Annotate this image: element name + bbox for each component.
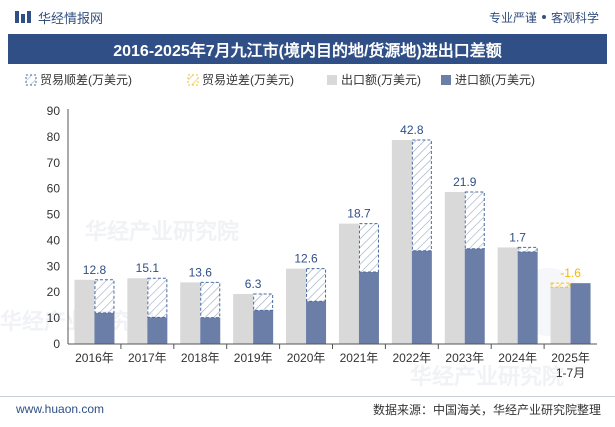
- bar-export: [550, 287, 571, 344]
- bar-export: [444, 192, 465, 344]
- separator-dot-icon: [541, 15, 546, 19]
- tagline-left: 专业严谨: [488, 10, 537, 25]
- bar-export: [74, 279, 95, 344]
- x-tick-label: 2017年: [128, 351, 167, 365]
- bar-export: [180, 282, 201, 344]
- y-tick-label: 50: [47, 208, 61, 222]
- y-tick-label: 70: [47, 156, 61, 170]
- y-axis: 0 10 20 30 40 50 60 70 80 90: [47, 104, 69, 351]
- top-bar: 华经情报网 专业严谨 客观科学: [0, 0, 615, 34]
- legend-swatch-export: [327, 75, 337, 85]
- legend-swatch-import: [441, 75, 451, 85]
- bar-surplus: [358, 223, 379, 273]
- legend-item-deficit: 贸易逆差(万美元): [187, 72, 294, 87]
- x-tick-label: 2019年: [234, 351, 273, 365]
- bar-surplus: [306, 268, 327, 302]
- bar-import: [147, 317, 168, 344]
- data-label-balance: 21.9: [453, 175, 477, 189]
- bar-import: [570, 283, 591, 344]
- legend-item-surplus: 贸易顺差(万美元): [25, 73, 132, 87]
- bar-import: [200, 317, 221, 344]
- bar-import: [411, 250, 432, 344]
- y-tick-label: 60: [47, 182, 61, 196]
- legend-swatch-deficit: [187, 74, 199, 86]
- tagline-right: 客观科学: [550, 10, 599, 25]
- bar-import: [253, 310, 274, 344]
- bar-export: [497, 247, 518, 344]
- data-label-balance: 12.6: [294, 252, 318, 266]
- bar-surplus: [147, 277, 168, 318]
- legend-label-export: 出口额(万美元): [341, 73, 421, 87]
- bar-import: [517, 251, 538, 344]
- footer-source: 数据来源：中国海关，华经产业研究院整理: [372, 402, 601, 417]
- bar-deficit: [550, 282, 571, 288]
- data-labels: 12.8 15.1 13.6 6.3 12.6 18.7 42.8 21.9 1.7 -1.6: [83, 123, 581, 291]
- chart-title-bar: 2016-2025年7月九江市(境内目的地/货源地)进出口差额: [8, 34, 607, 64]
- chart-title: 2016-2025年7月九江市(境内目的地/货源地)进出口差额: [113, 43, 502, 60]
- y-tick-label: 10: [47, 311, 61, 325]
- data-label-balance: -1.6: [560, 266, 581, 280]
- bars: [74, 139, 591, 344]
- data-label-balance: 13.6: [189, 265, 213, 279]
- x-tick-label: 2024年: [498, 351, 537, 365]
- data-label-balance: 42.8: [400, 123, 424, 137]
- bar-export: [233, 294, 254, 344]
- legend-label-deficit: 贸易逆差(万美元): [202, 72, 294, 87]
- bar-import: [94, 312, 115, 344]
- footer-divider: [0, 396, 615, 397]
- y-tick-label: 90: [47, 104, 61, 118]
- x-tick-label: 2021年: [340, 351, 379, 365]
- legend-label-surplus: 贸易顺差(万美元): [40, 73, 132, 87]
- x-tick-label: 2020年: [287, 351, 326, 365]
- x-tick-label: 2016年: [75, 351, 114, 365]
- y-tick-label: 0: [53, 337, 60, 351]
- data-label-balance: 18.7: [347, 207, 371, 221]
- bar-surplus: [464, 191, 485, 250]
- footer: www.huaon.com 数据来源：中国海关，华经产业研究院整理: [0, 398, 615, 420]
- legend-item-import: 进口额(万美元): [441, 73, 535, 87]
- x-tick-label: 2025年 1-7月: [551, 351, 590, 380]
- bar-surplus: [200, 281, 221, 319]
- legend-item-export: 出口额(万美元): [327, 73, 421, 87]
- data-label-balance: 15.1: [136, 261, 160, 275]
- x-axis: 2016年 2017年 2018年 2019年 2020年 2021年 2022年 2023年…: [68, 343, 597, 380]
- chart: 贸易顺差(万美元) 贸易逆差(万美元) 出口额(万美元) 进口额(万美元) 华经…: [0, 72, 597, 389]
- watermark-text: 华经产业研究院: [410, 364, 564, 389]
- y-tick-label: 20: [47, 285, 61, 299]
- data-label-balance: 12.8: [83, 263, 107, 277]
- legend-label-import: 进口额(万美元): [455, 73, 535, 87]
- bar-surplus: [94, 279, 115, 314]
- y-tick-label: 40: [47, 233, 61, 247]
- bar-import: [306, 301, 327, 344]
- data-label-balance: 1.7: [509, 230, 526, 244]
- x-tick-label: 2023年: [445, 351, 484, 365]
- bar-export: [127, 278, 148, 344]
- bar-export: [338, 223, 359, 344]
- bar-surplus: [411, 139, 432, 252]
- legend-swatch-surplus: [25, 74, 37, 86]
- legend: 贸易顺差(万美元) 贸易逆差(万美元) 出口额(万美元) 进口额(万美元): [25, 72, 535, 87]
- x-tick-label: 2022年: [392, 351, 431, 365]
- brand: 华经情报网: [14, 8, 103, 27]
- y-tick-label: 80: [47, 130, 61, 144]
- tagline: 专业严谨 客观科学: [489, 9, 599, 26]
- bar-surplus: [517, 246, 538, 253]
- footer-site: www.huaon.com: [16, 402, 105, 416]
- brand-name: 华经情报网: [38, 10, 104, 26]
- bar-surplus: [253, 293, 274, 311]
- huajing-logo-icon: [15, 11, 31, 23]
- y-tick-label: 30: [47, 259, 61, 273]
- x-tick-label: 2018年: [181, 351, 220, 365]
- bar-import: [464, 248, 485, 344]
- watermark-text: 华经产业研究院: [85, 219, 239, 244]
- bar-export: [391, 139, 412, 344]
- bar-export: [286, 268, 307, 344]
- bar-import: [358, 272, 379, 344]
- data-label-balance: 6.3: [245, 277, 262, 291]
